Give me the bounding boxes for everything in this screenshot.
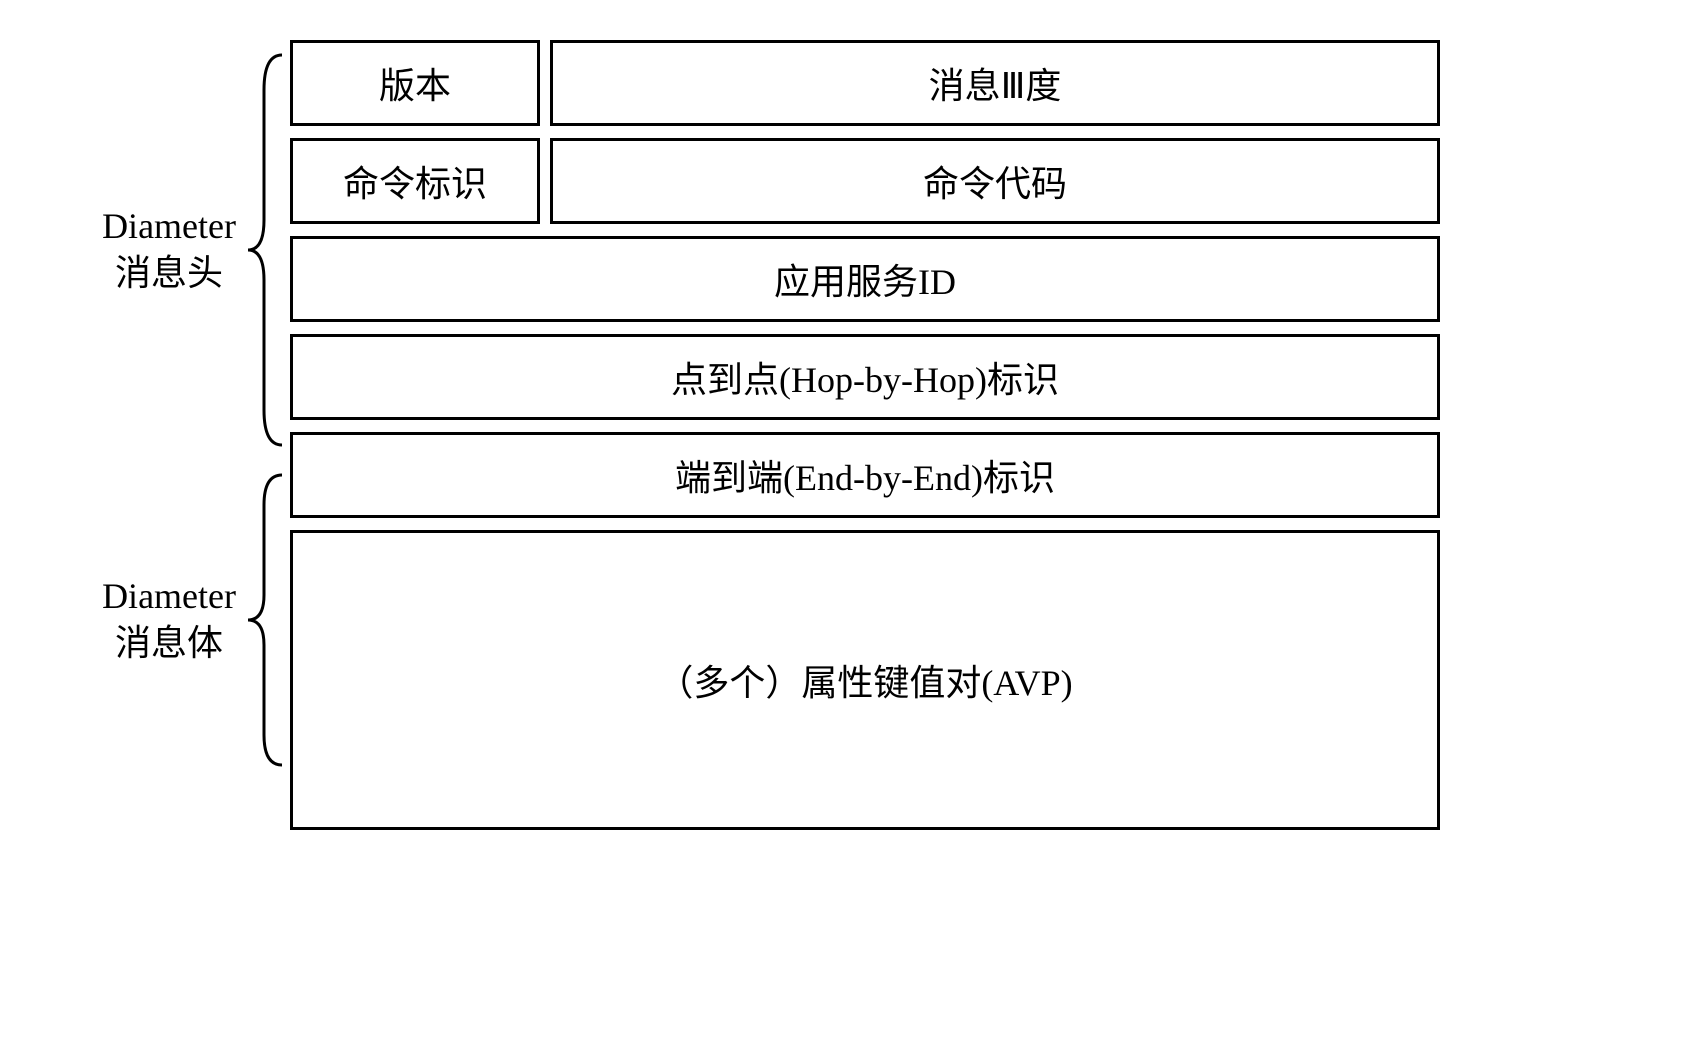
hop-by-hop-id-cell: 点到点(Hop-by-Hop)标识 (290, 334, 1440, 420)
body-label-line2: 消息体 (115, 623, 223, 663)
body-label: Diameter 消息体 (102, 573, 244, 667)
avp-cell: （多个）属性键值对(AVP) (290, 530, 1440, 830)
application-id-cell: 应用服务ID (290, 236, 1440, 322)
command-code-cell: 命令代码 (550, 138, 1440, 224)
header-row-2: 应用服务ID (290, 236, 1440, 322)
content-column: 版本 消息Ⅲ度 命令标识 命令代码 应用服务ID 点到点(Hop-by-Hop)… (290, 40, 1440, 830)
header-brace-icon (244, 50, 284, 450)
header-label-line2: 消息头 (115, 253, 223, 293)
header-row-1: 命令标识 命令代码 (290, 138, 1440, 224)
body-brace-icon (244, 470, 284, 770)
version-cell: 版本 (290, 40, 540, 126)
body-row-0: （多个）属性键值对(AVP) (290, 530, 1440, 830)
body-label-line1: Diameter (102, 576, 236, 616)
header-label-line1: Diameter (102, 206, 236, 246)
diameter-header-section: 版本 消息Ⅲ度 命令标识 命令代码 应用服务ID 点到点(Hop-by-Hop)… (290, 40, 1440, 518)
header-row-4: 端到端(End-by-End)标识 (290, 432, 1440, 518)
diameter-message-structure-diagram: Diameter 消息头 Diameter 消息体 版本 消息Ⅲ度 命令标 (40, 40, 1440, 830)
header-label-section: Diameter 消息头 (40, 40, 290, 460)
diameter-body-section: （多个）属性键值对(AVP) (290, 530, 1440, 830)
header-row-0: 版本 消息Ⅲ度 (290, 40, 1440, 126)
command-flags-cell: 命令标识 (290, 138, 540, 224)
section-labels-column: Diameter 消息头 Diameter 消息体 (40, 40, 290, 830)
header-label: Diameter 消息头 (102, 203, 244, 297)
header-row-3: 点到点(Hop-by-Hop)标识 (290, 334, 1440, 420)
end-to-end-id-cell: 端到端(End-by-End)标识 (290, 432, 1440, 518)
message-length-cell: 消息Ⅲ度 (550, 40, 1440, 126)
body-label-section: Diameter 消息体 (40, 460, 290, 780)
